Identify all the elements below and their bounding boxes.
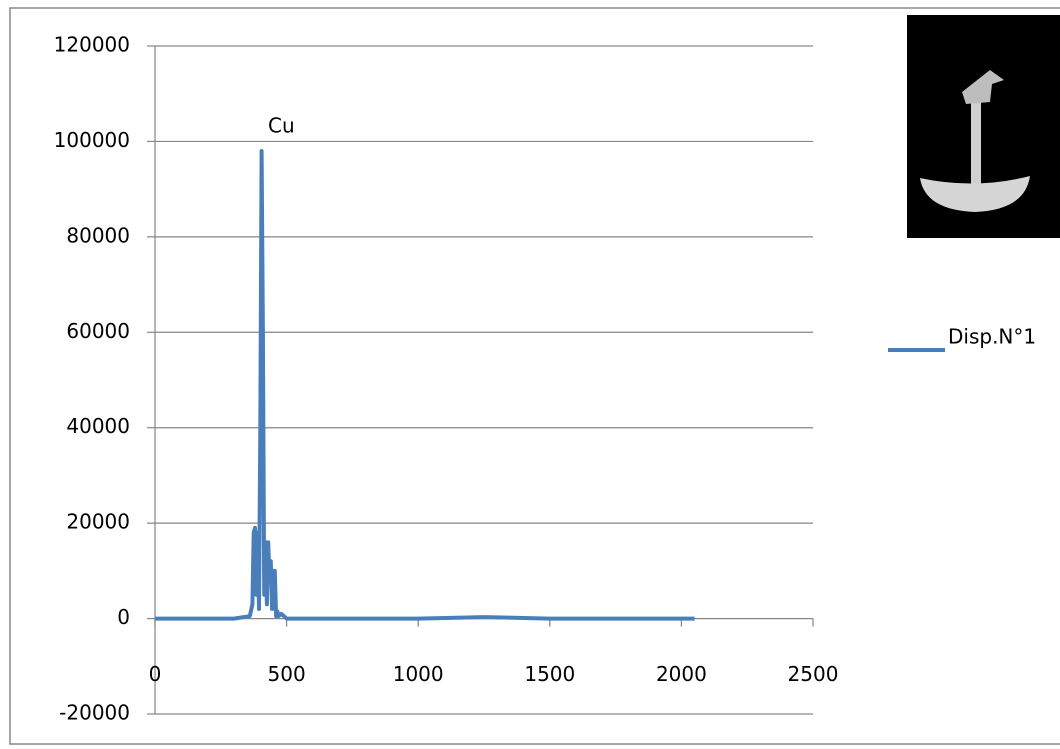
x-tick-label: 1500: [524, 662, 575, 686]
x-tick-label: 2000: [656, 662, 707, 686]
chart-border: [9, 7, 1060, 745]
y-tick-label: 20000: [66, 510, 130, 534]
series-line: [155, 149, 695, 621]
y-tick-label: 120000: [54, 33, 130, 57]
y-tick-label: 0: [117, 605, 130, 629]
x-tick-label: 2500: [788, 662, 839, 686]
x-tick-label: 1000: [393, 662, 444, 686]
y-tick-label: 80000: [66, 223, 130, 247]
photo: [907, 15, 1060, 238]
annotation: Cu: [268, 114, 295, 138]
y-tick-label: 60000: [66, 319, 130, 343]
y-tick-label: -20000: [59, 701, 130, 725]
x-tick-label: 0: [149, 662, 162, 686]
y-tick-label: 40000: [66, 414, 130, 438]
x-tick-label: 500: [268, 662, 306, 686]
legend-label: Disp.N°1: [948, 325, 1036, 349]
y-tick-label: 100000: [54, 128, 130, 152]
